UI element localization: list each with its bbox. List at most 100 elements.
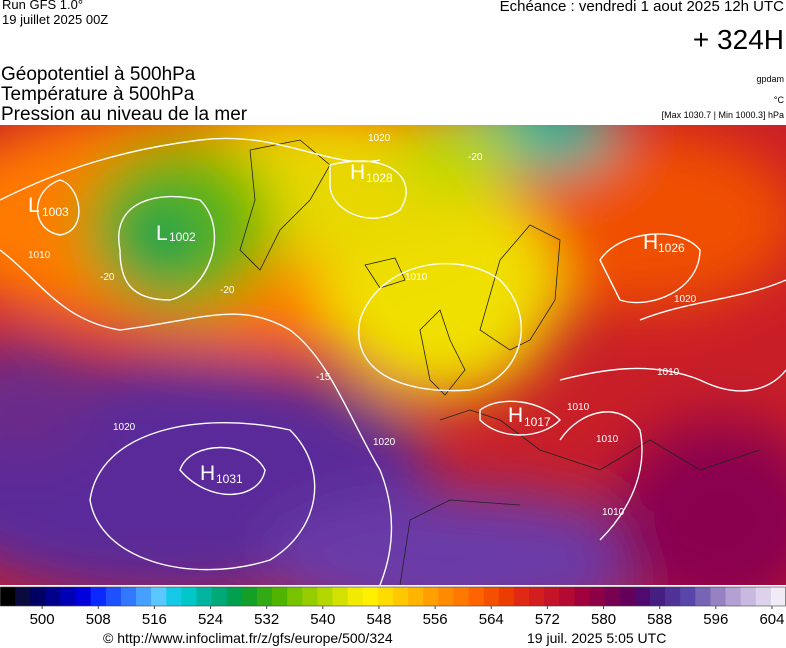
colorbar-swatch bbox=[136, 587, 152, 606]
pressure-center-letter: H bbox=[643, 231, 658, 254]
colorbar-swatch bbox=[0, 587, 16, 606]
colorbar-swatch bbox=[362, 587, 379, 606]
pressure-center-value: 1017 bbox=[524, 415, 551, 429]
title: Température à 500hPa bbox=[1, 84, 195, 105]
colorbar-swatch bbox=[272, 587, 288, 606]
colorbar-tick-label: 548 bbox=[366, 611, 391, 628]
colorbar-swatch bbox=[211, 587, 228, 606]
colorbar-swatch bbox=[408, 587, 424, 606]
isobar-label: 1010 bbox=[602, 507, 625, 518]
colorbar-swatch bbox=[604, 587, 621, 606]
isobar-label: 1010 bbox=[596, 434, 619, 445]
colorbar-swatch bbox=[317, 587, 334, 606]
colorbar-swatch bbox=[619, 587, 636, 606]
title: Pression au niveau de la mer bbox=[1, 104, 248, 125]
model: Run GFS 1.0° bbox=[2, 0, 83, 12]
colorbar-swatch bbox=[120, 587, 137, 606]
colorbar-swatch bbox=[740, 587, 757, 606]
colorbar-tick-label: 532 bbox=[254, 611, 279, 628]
colorbar-swatch bbox=[166, 587, 182, 606]
colorbar-swatch bbox=[483, 587, 500, 606]
title: Géopotentiel à 500hPa bbox=[1, 64, 196, 85]
colorbar-swatch bbox=[755, 587, 772, 606]
colorbar-swatch bbox=[589, 587, 606, 606]
colorbar-tick-label: 572 bbox=[535, 611, 560, 628]
colorbar-swatch bbox=[60, 587, 77, 606]
isobar-label: 1020 bbox=[373, 437, 396, 448]
pressure-center-value: 1003 bbox=[42, 205, 69, 219]
colorbar-swatch bbox=[513, 587, 530, 606]
colorbar-swatch bbox=[770, 587, 786, 606]
unit: gpdam bbox=[756, 74, 784, 84]
lead-time: + 324H bbox=[693, 24, 784, 55]
colorbar-tick-label: 500 bbox=[30, 611, 55, 628]
colorbar-tick-label: 588 bbox=[647, 611, 672, 628]
isotherm-label: -20 bbox=[220, 285, 235, 296]
isobar-label: 1020 bbox=[113, 422, 136, 433]
pressure-center-value: 1028 bbox=[366, 171, 393, 185]
pressure-center-letter: H bbox=[508, 404, 523, 427]
pressure-center-value: 1031 bbox=[216, 472, 243, 486]
colorbar-swatch bbox=[196, 587, 213, 606]
colorbar-swatch bbox=[75, 587, 92, 606]
unit: [Max 1030.7 | Min 1000.3] hPa bbox=[662, 110, 784, 120]
colorbar-swatch bbox=[151, 587, 167, 606]
colorbar-swatch bbox=[695, 587, 711, 606]
pressure-center-letter: H bbox=[350, 161, 365, 184]
footer-url: © http://www.infoclimat.fr/z/gfs/europe/… bbox=[103, 630, 393, 646]
colorbar-swatch bbox=[559, 587, 575, 606]
colorbar-swatch bbox=[30, 587, 46, 606]
colorbar-swatch bbox=[680, 587, 696, 606]
colorbar: 500 508 516 524 532 540 548 556 564 572 580 588 596 6… bbox=[0, 586, 786, 628]
isotherm-label: -15 bbox=[316, 372, 331, 383]
colorbar-tick-label: 524 bbox=[198, 611, 223, 628]
pressure-center-letter: L bbox=[156, 222, 168, 245]
isobar-label: 1020 bbox=[368, 133, 391, 144]
footer-timestamp: 19 juil. 2025 5:05 UTC bbox=[527, 630, 666, 646]
colorbar-swatch bbox=[332, 587, 349, 606]
pressure-center-value: 1002 bbox=[169, 230, 196, 244]
colorbar-swatch bbox=[302, 587, 318, 606]
colorbar-tick-label: 580 bbox=[591, 611, 616, 628]
colorbar-swatch bbox=[710, 587, 727, 606]
colorbar-tick-label: 508 bbox=[86, 611, 111, 628]
pressure-center-value: 1026 bbox=[658, 241, 685, 255]
colorbar-swatch bbox=[725, 587, 742, 606]
colorbar-swatch bbox=[226, 587, 243, 606]
colorbar-swatch bbox=[468, 587, 485, 606]
colorbar-swatch bbox=[649, 587, 666, 606]
unit: °C bbox=[774, 95, 785, 105]
colorbar-swatch bbox=[423, 587, 439, 606]
colorbar-swatch bbox=[634, 587, 651, 606]
valid-time: Echéance : vendredi 1 aout 2025 12h UTC bbox=[500, 0, 785, 15]
colorbar-tick-label: 564 bbox=[479, 611, 504, 628]
pressure-center-letter: L bbox=[28, 194, 40, 217]
colorbar-swatch bbox=[347, 587, 364, 606]
colorbar-tick-label: 596 bbox=[703, 611, 728, 628]
isobar-label: 1020 bbox=[674, 294, 697, 305]
colorbar-swatch bbox=[256, 587, 273, 606]
isobar-label: 1010 bbox=[567, 402, 590, 413]
colorbar-swatch bbox=[529, 587, 545, 606]
colorbar-swatch bbox=[287, 587, 303, 606]
isobar-label: 1010 bbox=[657, 367, 680, 378]
colorbar-swatch bbox=[15, 587, 31, 606]
isotherm-label: -20 bbox=[468, 152, 483, 163]
map: L 1003 L 1002 H 1028 H 1026 H 1017 H 103… bbox=[0, 125, 786, 585]
colorbar-tick-label: 604 bbox=[759, 611, 784, 628]
colorbar-tick-label: 556 bbox=[423, 611, 448, 628]
colorbar-swatch bbox=[181, 587, 197, 606]
colorbar-swatch bbox=[544, 587, 560, 606]
isotherm-label: -20 bbox=[100, 272, 115, 283]
colorbar-swatch bbox=[498, 587, 515, 606]
colorbar-swatch bbox=[377, 587, 394, 606]
colorbar-swatch bbox=[90, 587, 107, 606]
colorbar-tick-label: 540 bbox=[310, 611, 335, 628]
run: 19 juillet 2025 00Z bbox=[2, 12, 108, 27]
colorbar-swatch bbox=[241, 587, 258, 606]
isobar-label: 1010 bbox=[405, 272, 428, 283]
colorbar-swatch bbox=[393, 587, 409, 606]
colorbar-swatch bbox=[105, 587, 122, 606]
colorbar-swatch bbox=[665, 587, 681, 606]
